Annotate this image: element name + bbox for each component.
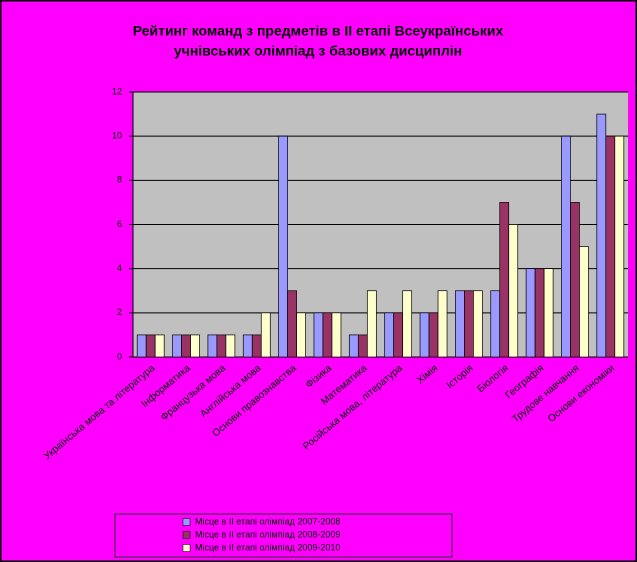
bar xyxy=(172,334,182,358)
bar xyxy=(579,246,589,358)
chart-title: Рейтинг команд з предметів в ІІ етапі Вс… xyxy=(133,23,504,39)
bar xyxy=(207,334,218,358)
bar xyxy=(464,290,474,358)
legend-label: Місце в ІІ етапі олімпіад 2009-2010 xyxy=(195,542,340,552)
y-tick-label: 2 xyxy=(117,307,122,317)
bar xyxy=(543,268,554,358)
bar xyxy=(402,290,413,358)
bar xyxy=(216,334,227,358)
legend-swatch xyxy=(182,518,191,526)
bar xyxy=(154,334,165,358)
bar xyxy=(419,312,430,358)
bar xyxy=(242,334,253,358)
bar xyxy=(455,290,465,358)
y-tick-label: 4 xyxy=(117,263,122,273)
legend-label: Місце в ІІ етапі олімпіад 2007-2008 xyxy=(195,516,340,526)
bar xyxy=(437,290,448,358)
bar xyxy=(499,202,510,358)
bar xyxy=(428,312,439,358)
bar xyxy=(225,334,236,358)
legend-swatch xyxy=(182,531,191,539)
bar xyxy=(614,135,625,358)
bar xyxy=(473,290,483,358)
bar xyxy=(296,312,306,358)
bar xyxy=(190,334,200,358)
y-tick-label: 10 xyxy=(112,131,122,141)
y-tick-label: 12 xyxy=(112,86,122,96)
bar xyxy=(181,334,191,358)
legend-swatch xyxy=(182,544,191,552)
y-tick-label: 0 xyxy=(117,351,122,361)
bar xyxy=(561,135,571,358)
bar xyxy=(570,202,580,358)
bar xyxy=(348,334,359,358)
bar xyxy=(393,312,404,358)
bar xyxy=(136,334,147,358)
bar xyxy=(605,135,616,358)
bar xyxy=(322,312,333,358)
bar xyxy=(145,334,156,358)
y-tick-label: 6 xyxy=(117,219,122,229)
y-tick-label: 8 xyxy=(117,175,122,185)
legend xyxy=(114,513,453,558)
bar xyxy=(366,290,377,358)
bar xyxy=(508,224,519,358)
bar xyxy=(384,312,395,358)
chart-title: учнівських олімпіад з базових дисциплін xyxy=(174,43,462,59)
bar xyxy=(313,312,324,358)
bar xyxy=(278,135,288,358)
bar xyxy=(534,268,545,358)
bar xyxy=(260,312,271,358)
bar xyxy=(331,312,342,358)
bar xyxy=(525,268,536,358)
bar xyxy=(596,113,607,358)
bar xyxy=(251,334,262,358)
bar xyxy=(357,334,368,358)
bar xyxy=(287,290,297,358)
bar xyxy=(490,290,501,358)
legend-label: Місце в ІІ етапі олімпіад 2008-2009 xyxy=(195,529,340,539)
